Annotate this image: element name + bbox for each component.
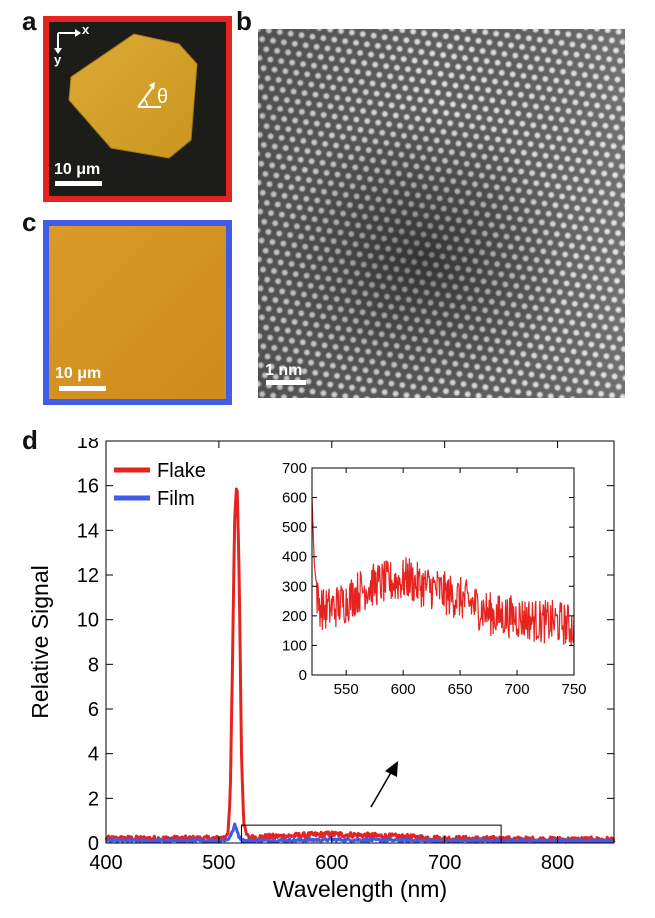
x-tick-label: 500 bbox=[202, 852, 235, 874]
y-tick-label: 10 bbox=[77, 610, 99, 632]
scalebar-a bbox=[55, 181, 102, 186]
inset-y-tick-label: 600 bbox=[282, 490, 307, 507]
inset-x-tick-label: 700 bbox=[505, 681, 530, 698]
scalebar-c-label: 10 μm bbox=[55, 365, 102, 382]
zoom-arrowhead bbox=[385, 761, 398, 777]
optical-image-film: 10 μm bbox=[43, 220, 232, 405]
y-axis-label: Relative Signal bbox=[27, 565, 53, 718]
y-tick-label: 0 bbox=[88, 833, 99, 855]
y-tick-label: 2 bbox=[88, 788, 99, 810]
panel-letter-b: b bbox=[236, 6, 252, 36]
atomic-lattice bbox=[258, 29, 625, 398]
y-tick-label: 8 bbox=[88, 654, 99, 676]
panel-letter-d: d bbox=[22, 425, 38, 455]
panel-letter-a: a bbox=[22, 6, 37, 36]
inset-x-tick-label: 600 bbox=[391, 681, 416, 698]
scalebar-a-label: 10 μm bbox=[54, 161, 101, 178]
inset-background bbox=[312, 468, 574, 675]
y-tick-label: 14 bbox=[77, 520, 99, 542]
optical-image-flake: x y θ 10 μm bbox=[43, 16, 232, 202]
scalebar-b bbox=[266, 380, 306, 385]
legend-label-flake: Flake bbox=[157, 460, 206, 482]
spectrum-chart: 400 500 600 700 800 0 2 4 6 8 10 12 14 16 18 Wavelength… bbox=[27, 438, 616, 902]
zoom-arrow bbox=[370, 768, 394, 808]
panel-letter-c: c bbox=[22, 207, 37, 237]
inset-y-tick-label: 700 bbox=[282, 460, 307, 477]
inset-plot-frame bbox=[311, 467, 575, 676]
y-tick-label: 4 bbox=[88, 744, 99, 766]
inset-y-tick-label: 100 bbox=[282, 637, 307, 654]
x-tick-label: 800 bbox=[541, 852, 574, 874]
zoom-region-box bbox=[240, 824, 502, 844]
x-axis-label: Wavelength (nm) bbox=[273, 876, 447, 902]
axis-x-label: x bbox=[82, 22, 90, 37]
inset-x-tick-label: 650 bbox=[448, 681, 473, 698]
inset-y-tick-label: 200 bbox=[282, 608, 307, 625]
inset-x-tick-label: 750 bbox=[561, 681, 586, 698]
x-tick-label: 400 bbox=[89, 852, 122, 874]
inset-series-line bbox=[311, 497, 575, 647]
angle-theta-label: θ bbox=[157, 86, 169, 108]
scalebar-c bbox=[59, 386, 106, 391]
series-line-film bbox=[105, 822, 616, 844]
x-tick-label: 600 bbox=[315, 852, 348, 874]
axis-y-label: y bbox=[54, 52, 62, 67]
atomic-resolution-image: 1 nm bbox=[258, 29, 625, 398]
y-tick-label: 12 bbox=[77, 565, 99, 587]
x-tick-label: 700 bbox=[428, 852, 461, 874]
y-tick-label: 16 bbox=[77, 476, 99, 498]
inset-y-tick-label: 300 bbox=[282, 578, 307, 595]
y-tick-label: 6 bbox=[88, 699, 99, 721]
flake-shape bbox=[68, 33, 198, 159]
flake-drawing bbox=[54, 29, 198, 159]
scalebar-b-label: 1 nm bbox=[265, 362, 303, 379]
inset-x-tick-label: 550 bbox=[334, 681, 359, 698]
inset-y-tick-label: 0 bbox=[299, 667, 307, 684]
legend-label-film: Film bbox=[157, 488, 195, 510]
inset-y-tick-label: 500 bbox=[282, 519, 307, 536]
inset-y-tick-label: 400 bbox=[282, 549, 307, 566]
y-tick-label: 18 bbox=[77, 438, 99, 453]
